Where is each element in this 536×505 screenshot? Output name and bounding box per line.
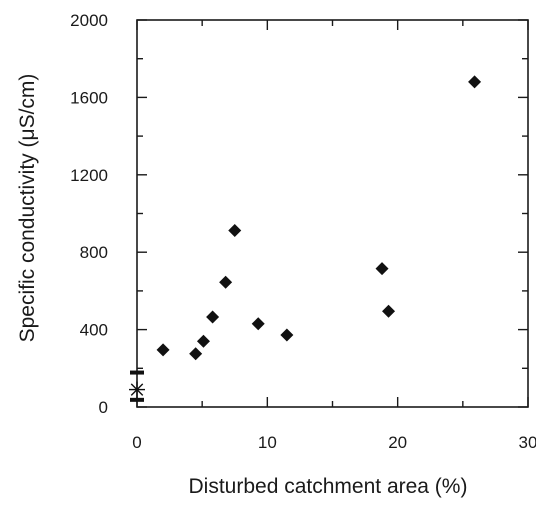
data-point-diamond <box>189 347 203 361</box>
data-point-asterisk <box>129 381 145 398</box>
data-point-diamond <box>219 275 233 289</box>
data-point-diamond <box>228 224 242 238</box>
y-tick-label: 2000 <box>70 11 108 30</box>
x-tick-label: 10 <box>258 433 277 452</box>
asterisk-stroke <box>130 383 144 396</box>
axis-ticks <box>136 19 529 408</box>
tick-labels: 0 10 20 30 0 400 800 1200 1600 2000 <box>70 11 536 452</box>
y-tick-label: 400 <box>80 321 108 340</box>
data-point-diamond <box>382 304 396 318</box>
x-axis-label: Disturbed catchment area (%) <box>189 475 468 498</box>
data-point-diamond <box>375 262 389 276</box>
data-point-diamond <box>196 334 210 348</box>
y-tick-label: 0 <box>99 398 108 417</box>
x-tick-label: 30 <box>519 433 536 452</box>
data-point-diamond <box>206 310 220 324</box>
data-point-diamond <box>251 317 265 331</box>
data-point-dash <box>130 370 144 375</box>
y-tick-label: 800 <box>80 243 108 262</box>
data-point-diamond <box>468 75 482 89</box>
data-point-diamond <box>280 328 294 342</box>
data-points <box>129 75 482 402</box>
y-axis-label: Specific conductivity (μS/cm) <box>16 74 39 343</box>
y-tick-label: 1600 <box>70 88 108 107</box>
data-point-dash <box>130 397 144 402</box>
x-tick-label: 20 <box>388 433 407 452</box>
data-point-diamond <box>156 343 170 357</box>
y-tick-label: 1200 <box>70 166 108 185</box>
x-tick-label: 0 <box>132 433 141 452</box>
